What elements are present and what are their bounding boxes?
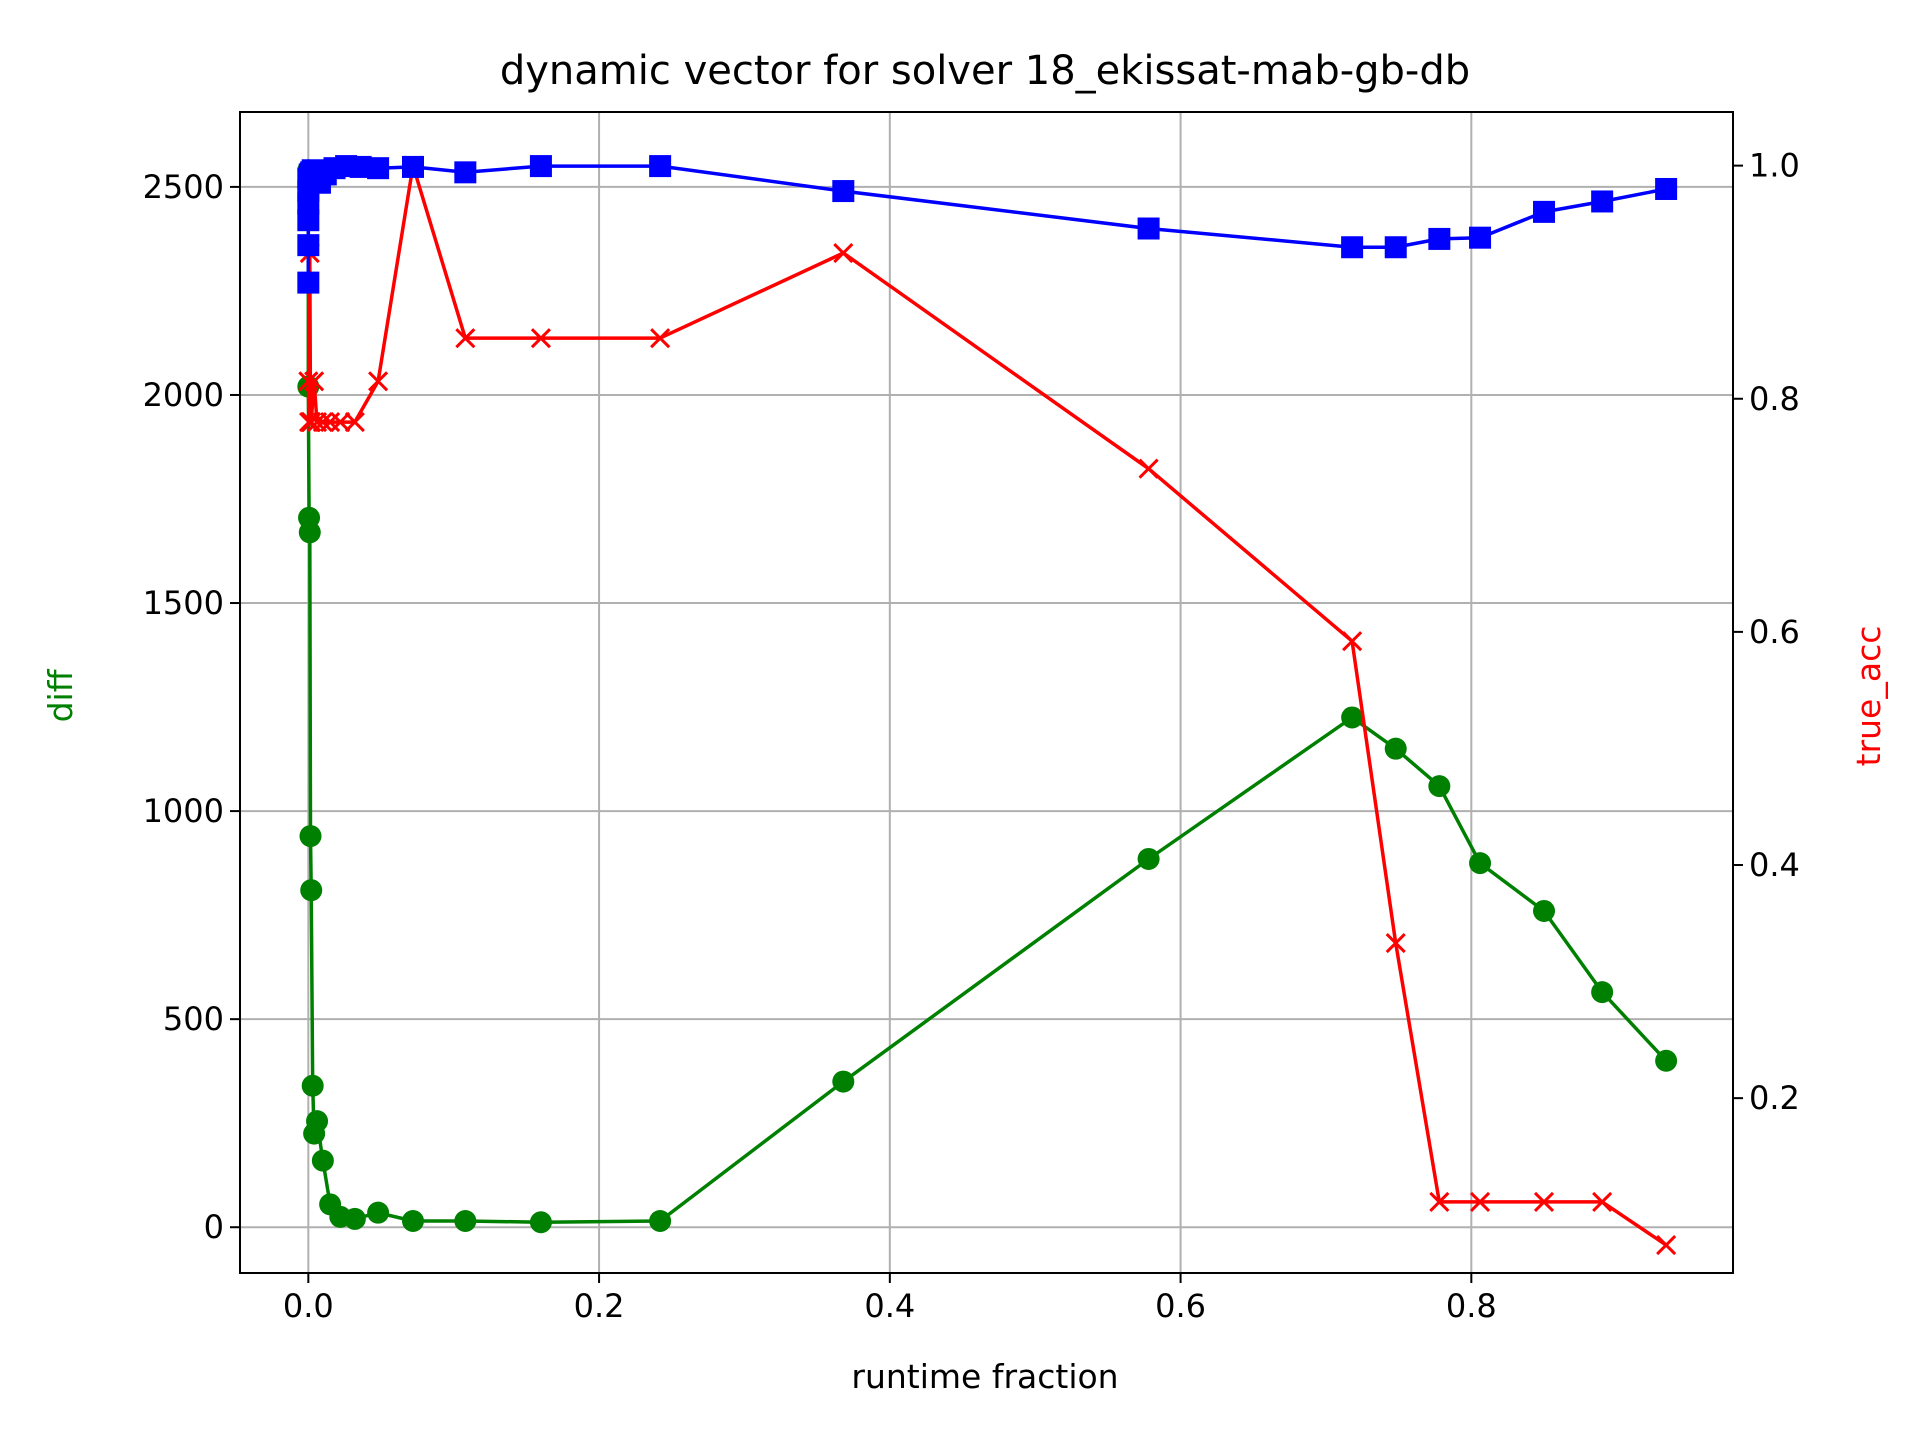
y-axis-left: 0 500 1000 1500 2000 2500 <box>143 168 240 1246</box>
data-point <box>300 879 323 902</box>
data-point <box>650 328 671 349</box>
data-point <box>367 1201 390 1224</box>
data-point <box>1342 631 1363 652</box>
data-point <box>298 521 321 544</box>
data-point <box>833 242 854 264</box>
y-right-tick-label: 0.6 <box>1749 613 1800 651</box>
y-left-tick-label: 500 <box>163 1000 224 1038</box>
data-point <box>455 328 476 349</box>
data-point <box>297 234 320 257</box>
data-point <box>1428 775 1451 798</box>
data-point <box>1385 933 1406 954</box>
data-point <box>1137 217 1160 240</box>
data-point <box>311 1149 334 1172</box>
data-point <box>1429 1191 1450 1212</box>
data-point <box>1384 737 1407 760</box>
data-point <box>330 412 351 433</box>
data-point <box>1137 847 1160 870</box>
data-point <box>832 1070 855 1093</box>
data-point <box>1655 177 1678 200</box>
data-point <box>401 155 424 178</box>
data-point <box>301 1074 324 1097</box>
y-left-tick-label: 1000 <box>143 792 224 830</box>
data-point <box>1533 1191 1555 1212</box>
series-0 <box>297 159 1678 1234</box>
data-point <box>367 157 390 180</box>
data-point <box>297 209 320 232</box>
plot-frame <box>239 111 1734 1274</box>
data-point <box>1656 1234 1677 1256</box>
y-left-tick-label: 2000 <box>143 376 224 414</box>
data-point <box>299 825 322 848</box>
data-point <box>1469 1191 1491 1212</box>
data-point <box>1384 236 1407 259</box>
data-point <box>1533 899 1556 922</box>
data-point <box>649 1209 672 1232</box>
data-point <box>529 155 552 178</box>
data-point <box>344 412 365 433</box>
data-point <box>1469 852 1492 875</box>
data-point <box>1138 458 1159 479</box>
data-point <box>1341 706 1364 729</box>
data-point <box>349 155 372 178</box>
data-point <box>1591 190 1614 213</box>
data-point <box>1533 200 1556 223</box>
x-axis-label: runtime fraction <box>851 1357 1118 1396</box>
y-left-tick-label: 2500 <box>143 168 224 206</box>
series-layer <box>297 155 1678 1256</box>
y-left-tick-label: 0 <box>204 1208 224 1246</box>
data-point <box>401 1209 424 1232</box>
data-point <box>1428 227 1451 250</box>
x-axis: 0.0 0.2 0.4 0.6 0.8 <box>283 1273 1497 1325</box>
data-point <box>529 1211 552 1234</box>
data-point <box>343 1207 366 1230</box>
data-point <box>298 371 319 392</box>
y-axis-left-label: diff <box>41 668 80 722</box>
data-point <box>1341 236 1364 259</box>
x-tick-label: 0.6 <box>1155 1287 1206 1325</box>
chart-title: dynamic vector for solver 18_ekissat-mab… <box>500 48 1470 94</box>
data-point <box>454 1209 477 1232</box>
data-point <box>1655 1049 1678 1072</box>
series-2 <box>297 155 1678 294</box>
data-point <box>1469 226 1492 249</box>
y-axis-right: 0.2 0.4 0.6 0.8 1.0 <box>1733 147 1800 1117</box>
data-point <box>1591 981 1614 1004</box>
data-point <box>306 1110 329 1133</box>
y-right-tick-label: 0.8 <box>1749 380 1800 418</box>
data-point <box>832 180 855 203</box>
data-point <box>304 371 325 392</box>
data-point <box>530 328 551 349</box>
y-axis-right-label: true_acc <box>1849 626 1888 767</box>
data-point <box>312 412 333 433</box>
grid <box>240 112 1733 1273</box>
data-point <box>368 371 389 392</box>
data-point <box>454 161 477 184</box>
data-point <box>1592 1191 1613 1212</box>
x-tick-label: 0.4 <box>864 1287 915 1325</box>
data-point <box>297 271 320 294</box>
y-right-tick-label: 0.2 <box>1749 1079 1800 1117</box>
x-tick-label: 0.8 <box>1446 1287 1497 1325</box>
y-left-tick-label: 1500 <box>143 584 224 622</box>
y-right-tick-label: 1.0 <box>1749 147 1800 185</box>
x-tick-label: 0.0 <box>283 1287 334 1325</box>
x-tick-label: 0.2 <box>574 1287 625 1325</box>
y-right-tick-label: 0.4 <box>1749 846 1800 884</box>
data-point <box>649 155 672 178</box>
